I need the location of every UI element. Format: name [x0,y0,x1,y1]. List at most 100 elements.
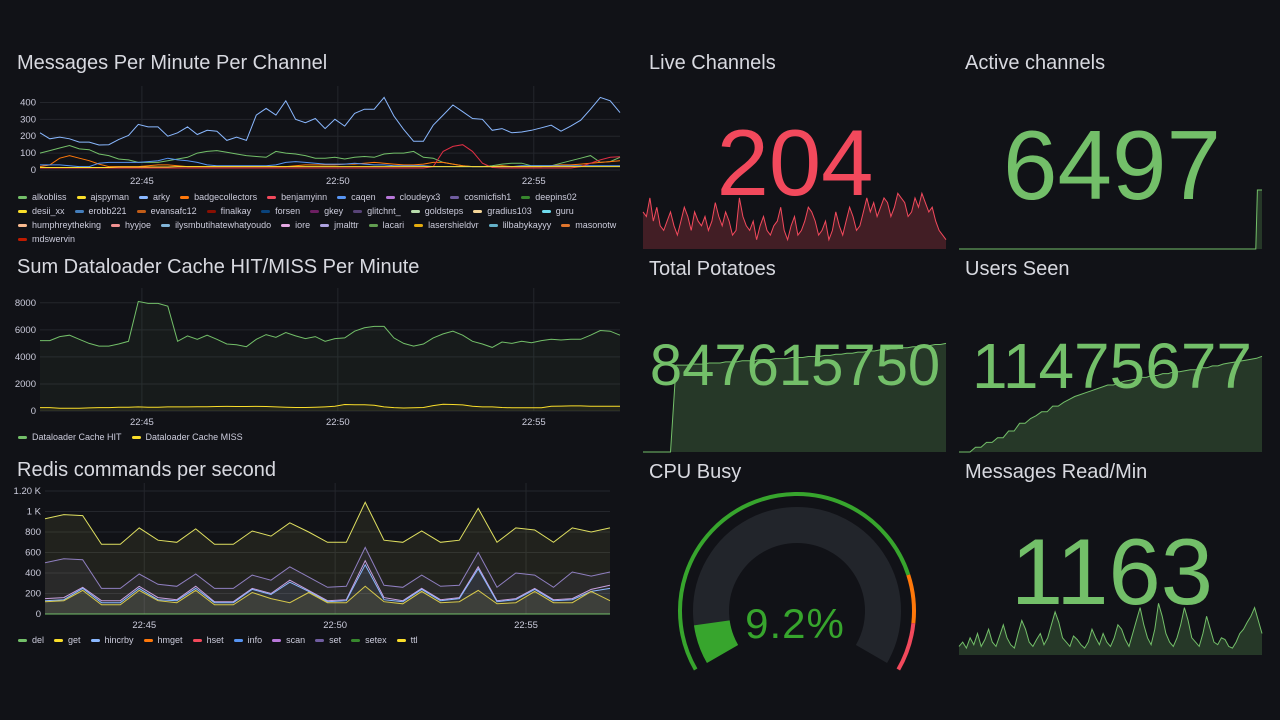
legend-label: hmget [157,635,183,645]
dataloader-chart[interactable]: 0 2000 4000 6000 8000 22:45 22:50 22:55 [8,248,632,451]
legend-item-lilbabykayyy[interactable]: lilbabykayyy [488,220,551,230]
legend-item-hincrby[interactable]: hincrby [90,635,134,645]
legend-item-cloudeyx3[interactable]: cloudeyx3 [385,192,440,202]
legend-item-del[interactable]: del [18,635,44,645]
users-seen-value: 11475677 [972,330,1252,402]
legend-item-jmalttr[interactable]: jmalttr [320,220,359,230]
legend-label: hincrby [104,635,134,645]
legend-item-iore[interactable]: iore [281,220,310,230]
legend-item-goldsteps[interactable]: goldsteps [410,206,463,216]
legend-item-ajspyman[interactable]: ajspyman [76,192,130,202]
panel-live-channels[interactable]: Live Channels 204 [640,44,950,250]
series-line-alkobliss[interactable] [39,144,621,168]
panel-active-channels[interactable]: Active channels 6497 [956,44,1268,250]
legend-item-set[interactable]: set [315,635,341,645]
legend-item-mdswervin[interactable]: mdswervin [18,234,75,244]
series-line-set[interactable] [44,546,611,589]
panel-cpu-busy[interactable]: CPU Busy 9.2% [640,453,950,671]
panel-redis[interactable]: Redis commands per second 0 200 400 600 800 1… [8,451,632,655]
legend-item-forsen[interactable]: forsen [261,206,300,216]
legend-item-caqen[interactable]: caqen [337,192,376,202]
legend-swatch [111,223,121,227]
legend-item-cosmicfish1[interactable]: cosmicfish1 [450,192,511,202]
gauge-threshold-band [906,574,916,624]
legend-item-benjamyinn[interactable]: benjamyinn [267,192,327,202]
legend-label: forsen [275,206,301,216]
messages-per-channel-chart[interactable]: 0 100 200 300 400 22:45 22:50 22:55 [8,44,632,248]
legend-item-masonotw[interactable]: masonotw [561,220,616,230]
series-line-Dataloader Cache MISS[interactable] [40,403,620,409]
legend-item-desii_xx[interactable]: desii_xx [18,206,65,216]
y-tick-label: 600 [25,548,41,559]
legend-item-lacari[interactable]: lacari [368,220,404,230]
y-tick-label: 200 [25,589,41,600]
series-line-Dataloader Cache HIT[interactable] [40,300,621,348]
panel-users-seen[interactable]: Users Seen 11475677 [956,250,1268,453]
chart-legend: del get hincrby hmget hset info scan set setex tt… [18,635,623,645]
panel-dataloader[interactable]: Sum Dataloader Cache HIT/MISS Per Minute… [8,248,632,451]
cpu-busy-value: 9.2% [745,600,845,647]
legend-swatch [18,638,27,642]
redis-chart[interactable]: 0 200 400 600 800 1 K 1.20 K 22:45 22:50 22:55 [8,451,632,655]
series-line-finalkay[interactable] [40,144,621,169]
legend-label: ajspyman [90,192,130,202]
panel-messages-read[interactable]: Messages Read/Min 1163 [956,453,1268,656]
series-line-ttl[interactable] [44,501,611,545]
legend-item-get[interactable]: get [54,635,81,645]
panel-title: Live Channels [649,52,776,74]
legend-item-ttl[interactable]: ttl [396,635,418,645]
legend-label: iore [295,220,311,230]
legend-item-scan[interactable]: scan [272,635,305,645]
legend-item-Dataloader Cache HIT[interactable]: Dataloader Cache HIT [18,432,122,442]
live-channels-value: 204 [716,110,874,215]
messages-read-value: 1163 [1010,519,1214,624]
legend-item-deepins02[interactable]: deepins02 [521,192,577,202]
series-line-scan[interactable] [44,559,611,603]
legend-swatch [18,209,27,213]
panel-total-potatoes[interactable]: Total Potatoes 847615750 [640,250,950,453]
legend-item-arky[interactable]: arky [139,192,170,202]
legend-label: finalkay [220,206,252,216]
legend-item-alkobliss[interactable]: alkobliss [18,192,67,202]
legend-item-info[interactable]: info [233,635,262,645]
legend-item-badgecollectors[interactable]: badgecollectors [180,192,257,202]
legend-item-humphreytheking[interactable]: humphreytheking [18,220,101,230]
legend-item-lasershieldvr[interactable]: lasershieldvr [414,220,479,230]
y-tick-label: 400 [25,568,41,579]
sparkline-line [643,342,947,453]
sparkline-area [959,356,1262,452]
sparkline-area [643,193,946,249]
legend-swatch [74,209,84,213]
legend-label: jmalttr [334,220,359,230]
legend-swatch [410,209,420,213]
legend-item-setex[interactable]: setex [351,635,387,645]
legend-swatch [353,209,363,213]
legend-item-evansafc12[interactable]: evansafc12 [136,206,197,216]
legend-label: masonotw [575,220,617,230]
series-area-set [45,547,610,614]
legend-item-hset[interactable]: hset [192,635,224,645]
legend-item-hmget[interactable]: hmget [143,635,183,645]
series-line-get[interactable] [44,585,611,606]
legend-item-gkey[interactable]: gkey [310,206,343,216]
panel-messages-per-channel[interactable]: Messages Per Minute Per Channel 0 100 200 3… [8,44,632,248]
legend-item-finalkay[interactable]: finalkay [206,206,252,216]
legend-label: cosmicfish1 [464,192,512,202]
legend-item-erobb221[interactable]: erobb221 [74,206,127,216]
series-line-hincrby[interactable] [44,563,611,604]
legend-label: mdswervin [32,234,76,244]
legend-label: setex [365,635,387,645]
legend-label: get [68,635,81,645]
legend-item-glitchnt_[interactable]: glitchnt_ [353,206,401,216]
series-line-caqen[interactable] [40,157,620,168]
legend-item-Dataloader Cache MISS[interactable]: Dataloader Cache MISS [131,432,243,442]
x-tick-label: 22:55 [522,417,546,428]
legend-item-hyyjoe[interactable]: hyyjoe [111,220,151,230]
legend-swatch [18,237,27,241]
legend-item-gradius103[interactable]: gradius103 [473,206,532,216]
legend-item-guru[interactable]: guru [541,206,574,216]
x-tick-label: 22:50 [323,620,347,631]
legend-item-ilysmbutihatewhatyoudo[interactable]: ilysmbutihatewhatyoudo [161,220,271,230]
series-line-ajspyman[interactable] [40,166,620,168]
series-line-arky[interactable] [39,96,621,146]
